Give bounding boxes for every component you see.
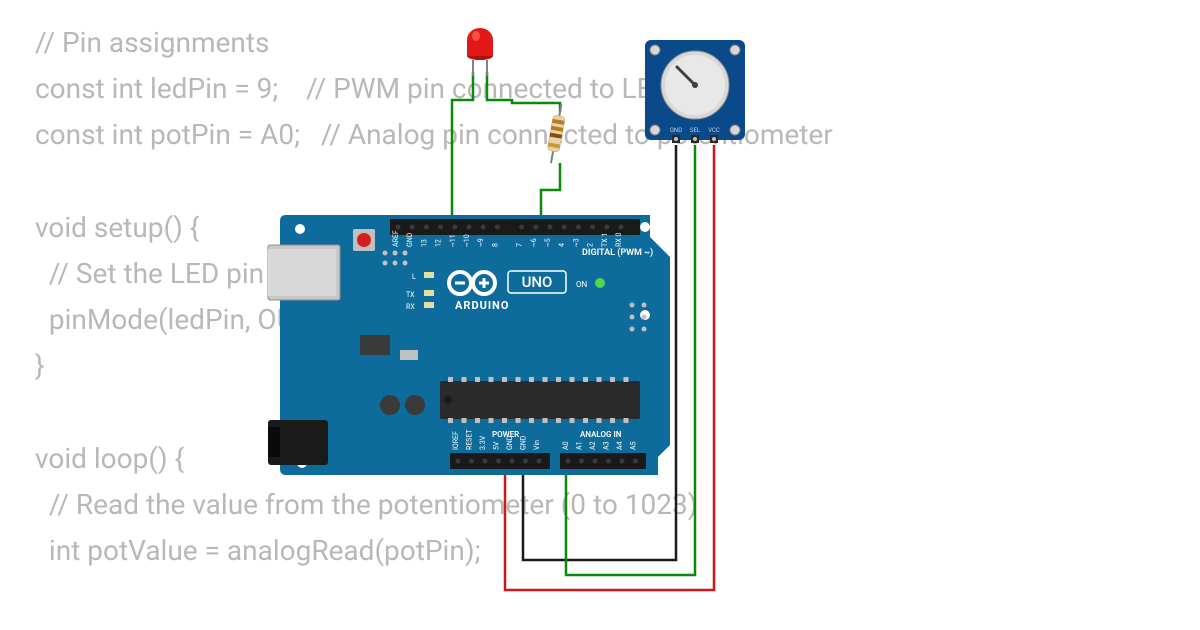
code-line: void setup() { — [35, 211, 199, 244]
code-line: const int potPin = A0; // Analog pin con… — [35, 118, 833, 151]
code-line: // Pin assignments — [35, 26, 269, 59]
code-line: const int ledPin = 9; // PWM pin connect… — [35, 72, 671, 105]
code-line: } — [35, 349, 44, 382]
code-line: // Set the LED pin as an output — [35, 257, 426, 290]
code-line: pinMode(ledPin, OUTPUT); — [35, 303, 380, 336]
code-background: // Pin assignments const int ledPin = 9;… — [35, 20, 833, 574]
code-line: // Read the value from the potentiometer… — [35, 488, 697, 521]
code-line: void loop() { — [35, 442, 184, 475]
code-line: int potValue = analogRead(potPin); — [35, 534, 480, 567]
